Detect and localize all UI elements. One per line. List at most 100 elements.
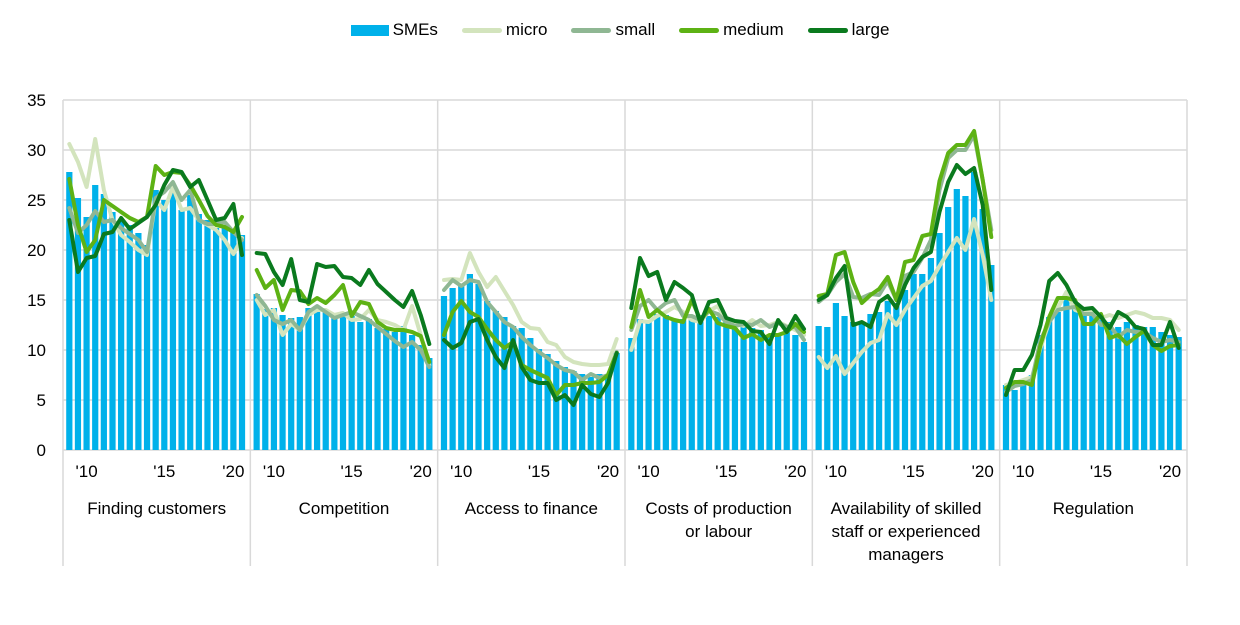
bar-smes xyxy=(501,317,508,450)
bar-smes xyxy=(561,367,568,450)
bar-smes xyxy=(100,194,107,450)
bar-smes xyxy=(400,326,407,450)
panel: '10 '15 '20 Costs of production or labour xyxy=(628,256,808,541)
legend-swatch-micro xyxy=(461,27,502,33)
bar-smes xyxy=(553,361,560,450)
bar-smes xyxy=(970,172,978,450)
bar-smes xyxy=(783,328,790,450)
legend-label-medium: medium xyxy=(723,20,784,39)
bar-smes xyxy=(628,338,635,450)
bar-smes xyxy=(1115,327,1122,450)
bar-smes xyxy=(458,284,465,450)
panel-label: or labour xyxy=(685,522,752,541)
bar-smes xyxy=(604,376,612,450)
bar-smes xyxy=(187,195,194,450)
bar-smes xyxy=(152,190,159,450)
bar-smes xyxy=(832,303,840,450)
legend-swatch-smes xyxy=(350,24,389,36)
bar-smes xyxy=(1028,375,1035,450)
bar-smes xyxy=(449,288,456,450)
x-tick-label: '15 xyxy=(903,462,925,481)
bar-smes xyxy=(535,349,543,450)
bar-smes xyxy=(757,330,764,450)
y-tick-label: 30 xyxy=(27,141,46,160)
x-tick-label: '10 xyxy=(638,462,660,481)
bar-smes xyxy=(875,312,883,450)
panels: '10 '15 '20 Finding customers '10 '15 '20 Compe… xyxy=(66,129,1182,564)
y-tick-label: 35 xyxy=(27,91,46,110)
bar-smes xyxy=(919,274,926,450)
bar-smes xyxy=(910,274,917,450)
legend-swatch-large xyxy=(807,27,848,33)
panel-label: Regulation xyxy=(1053,499,1134,518)
bar-smes xyxy=(867,314,874,450)
legend-swatch-small xyxy=(571,27,612,33)
bar-smes xyxy=(313,310,321,450)
x-tick-label: '15 xyxy=(715,462,737,481)
bar-smes xyxy=(331,317,338,450)
y-tick-label: 25 xyxy=(27,191,46,210)
bar-smes xyxy=(492,311,499,450)
bar-smes xyxy=(204,220,211,450)
bar-smes xyxy=(143,245,151,450)
bar-smes xyxy=(671,319,678,450)
x-tick-label: '10 xyxy=(76,462,98,481)
bar-smes xyxy=(1080,314,1087,450)
x-tick-label: '20 xyxy=(410,462,432,481)
bar-smes xyxy=(884,301,891,450)
bar-smes xyxy=(305,308,312,450)
panel: '10 '15 '20 Regulation xyxy=(1002,271,1182,518)
legend-item-micro: micro xyxy=(461,20,547,40)
bar-smes xyxy=(1123,322,1130,450)
bar-smes xyxy=(169,185,177,450)
bar-smes xyxy=(374,328,381,450)
bar-smes xyxy=(484,301,491,450)
bar-smes xyxy=(391,332,398,450)
line-micro xyxy=(442,251,619,367)
bar-smes xyxy=(953,189,960,450)
bar-smes xyxy=(936,233,943,450)
panel-label: staff or experienced xyxy=(832,522,981,541)
bar-smes xyxy=(1002,385,1010,450)
line-large xyxy=(629,256,806,346)
bar-smes xyxy=(126,225,133,450)
bar-smes xyxy=(1149,327,1156,450)
panel: '10 '15 '20 Competition xyxy=(253,251,433,518)
bar-smes xyxy=(570,371,577,450)
bar-smes xyxy=(1037,335,1044,450)
line-medium xyxy=(442,299,619,397)
bar-smes xyxy=(815,326,822,450)
bar-smes xyxy=(109,212,116,450)
y-tick-label: 10 xyxy=(27,341,46,360)
line-micro xyxy=(816,217,994,376)
bar-smes xyxy=(475,284,482,450)
x-tick-label: '20 xyxy=(784,462,806,481)
x-tick-label: '20 xyxy=(222,462,244,481)
panel: '10 '15 '20 Finding customers xyxy=(66,137,246,518)
x-tick-label: '10 xyxy=(825,462,847,481)
bar-smes xyxy=(1158,332,1165,450)
bar-smes xyxy=(850,322,857,450)
panel: '10 '15 '20 Access to finance xyxy=(440,251,620,518)
bar-smes xyxy=(1132,325,1139,450)
bar-smes xyxy=(348,316,355,450)
bar-smes xyxy=(509,326,517,450)
bar-smes xyxy=(417,345,424,450)
bar-smes xyxy=(988,265,995,450)
bar-smes xyxy=(766,335,773,450)
bar-smes xyxy=(714,317,721,450)
bar-smes xyxy=(230,232,237,450)
y-tick-label: 20 xyxy=(27,241,46,260)
bar-smes xyxy=(613,353,620,450)
chart-legend: SMEs micro small medium large xyxy=(0,20,1240,40)
bar-smes xyxy=(253,294,260,450)
bar-smes xyxy=(979,209,986,450)
bar-smes xyxy=(654,314,661,450)
bar-smes xyxy=(723,322,730,450)
x-tick-label: '15 xyxy=(341,462,363,481)
bar-smes xyxy=(587,377,594,450)
bar-smes xyxy=(135,233,142,450)
bar-smes xyxy=(296,317,303,450)
line-small xyxy=(442,278,619,382)
